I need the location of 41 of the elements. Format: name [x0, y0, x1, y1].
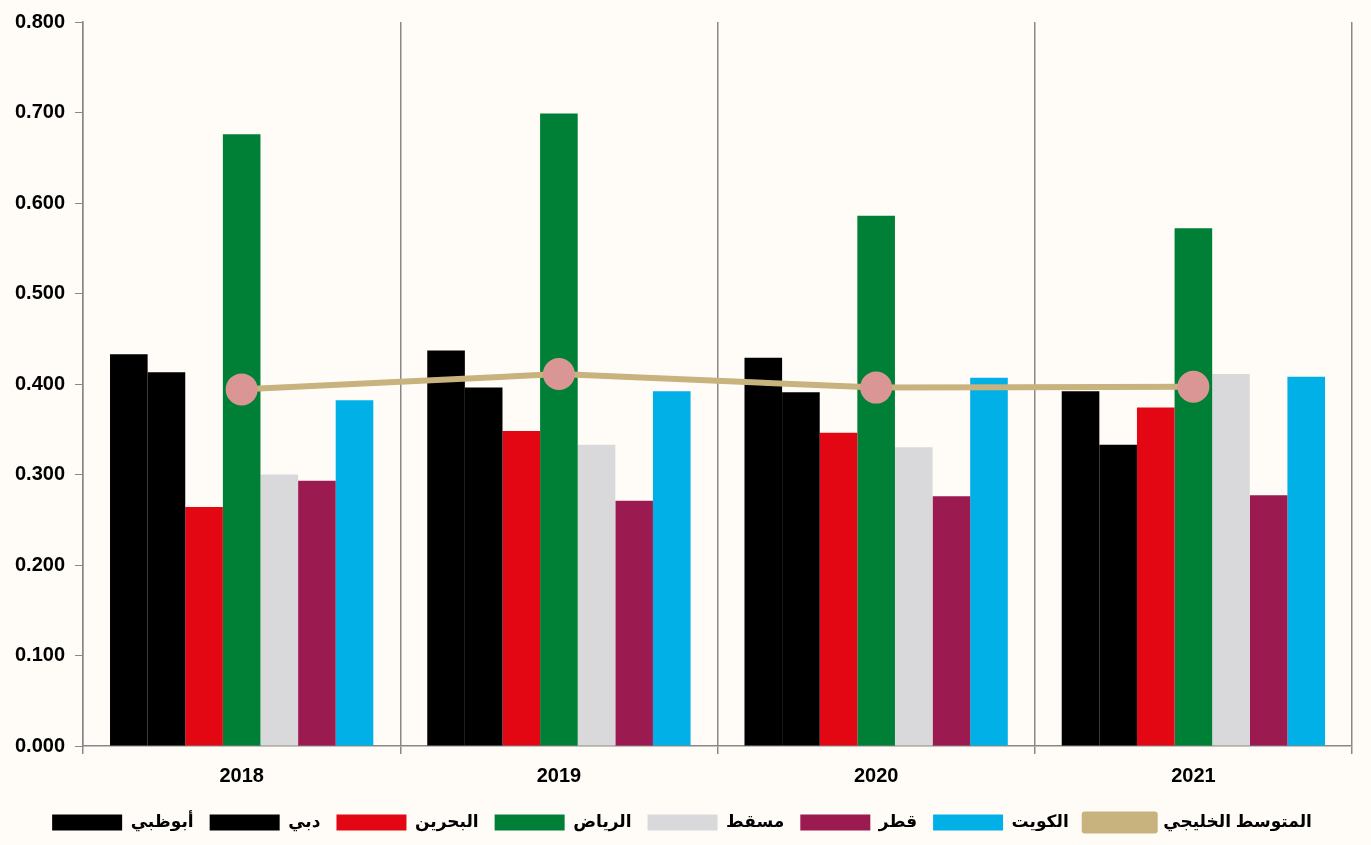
y-tick-label: 0.300 — [14, 462, 66, 485]
x-tick-label: 2020 — [853, 763, 899, 786]
bar — [1136, 407, 1175, 746]
y-tick-label: 0.700 — [14, 100, 66, 123]
legend-label: قطر — [877, 812, 918, 833]
y-tick-label: 0.400 — [14, 371, 66, 394]
legend-label: البحرين — [414, 812, 479, 833]
legend-label: المتوسط الخليجي — [1163, 812, 1312, 833]
bar — [819, 432, 858, 746]
bar — [185, 507, 223, 746]
legend-label: مسقط — [726, 812, 785, 832]
bar — [932, 496, 971, 746]
y-tick-label: 0.100 — [14, 643, 66, 666]
bar — [1174, 228, 1213, 746]
bar — [1287, 376, 1326, 746]
bar — [502, 431, 541, 746]
bar — [577, 444, 616, 746]
bar — [894, 447, 933, 746]
bar — [260, 474, 299, 746]
y-tick-label: 0.000 — [14, 733, 66, 756]
bar — [298, 480, 336, 746]
legend-label: دبي — [288, 812, 321, 833]
x-tick-label: 2021 — [1171, 763, 1216, 786]
bar — [615, 500, 653, 746]
y-tick-label: 0.600 — [14, 190, 66, 213]
bar — [540, 113, 578, 746]
bar — [652, 391, 691, 746]
x-tick-label: 2019 — [536, 763, 582, 786]
bar — [970, 377, 1008, 746]
x-tick-label: 2018 — [219, 763, 264, 786]
y-tick-label: 0.200 — [14, 552, 66, 575]
bar — [857, 215, 895, 746]
y-tick-label: 0.500 — [14, 281, 66, 304]
bar — [222, 134, 261, 746]
y-tick-label: 0.800 — [14, 9, 66, 32]
legend-label: الكويت — [1011, 812, 1069, 833]
bar — [1212, 374, 1250, 746]
legend-label: الرياض — [573, 812, 632, 833]
bar — [1249, 495, 1288, 746]
legend-label: أبوظبي — [130, 810, 194, 833]
bar — [335, 400, 374, 746]
